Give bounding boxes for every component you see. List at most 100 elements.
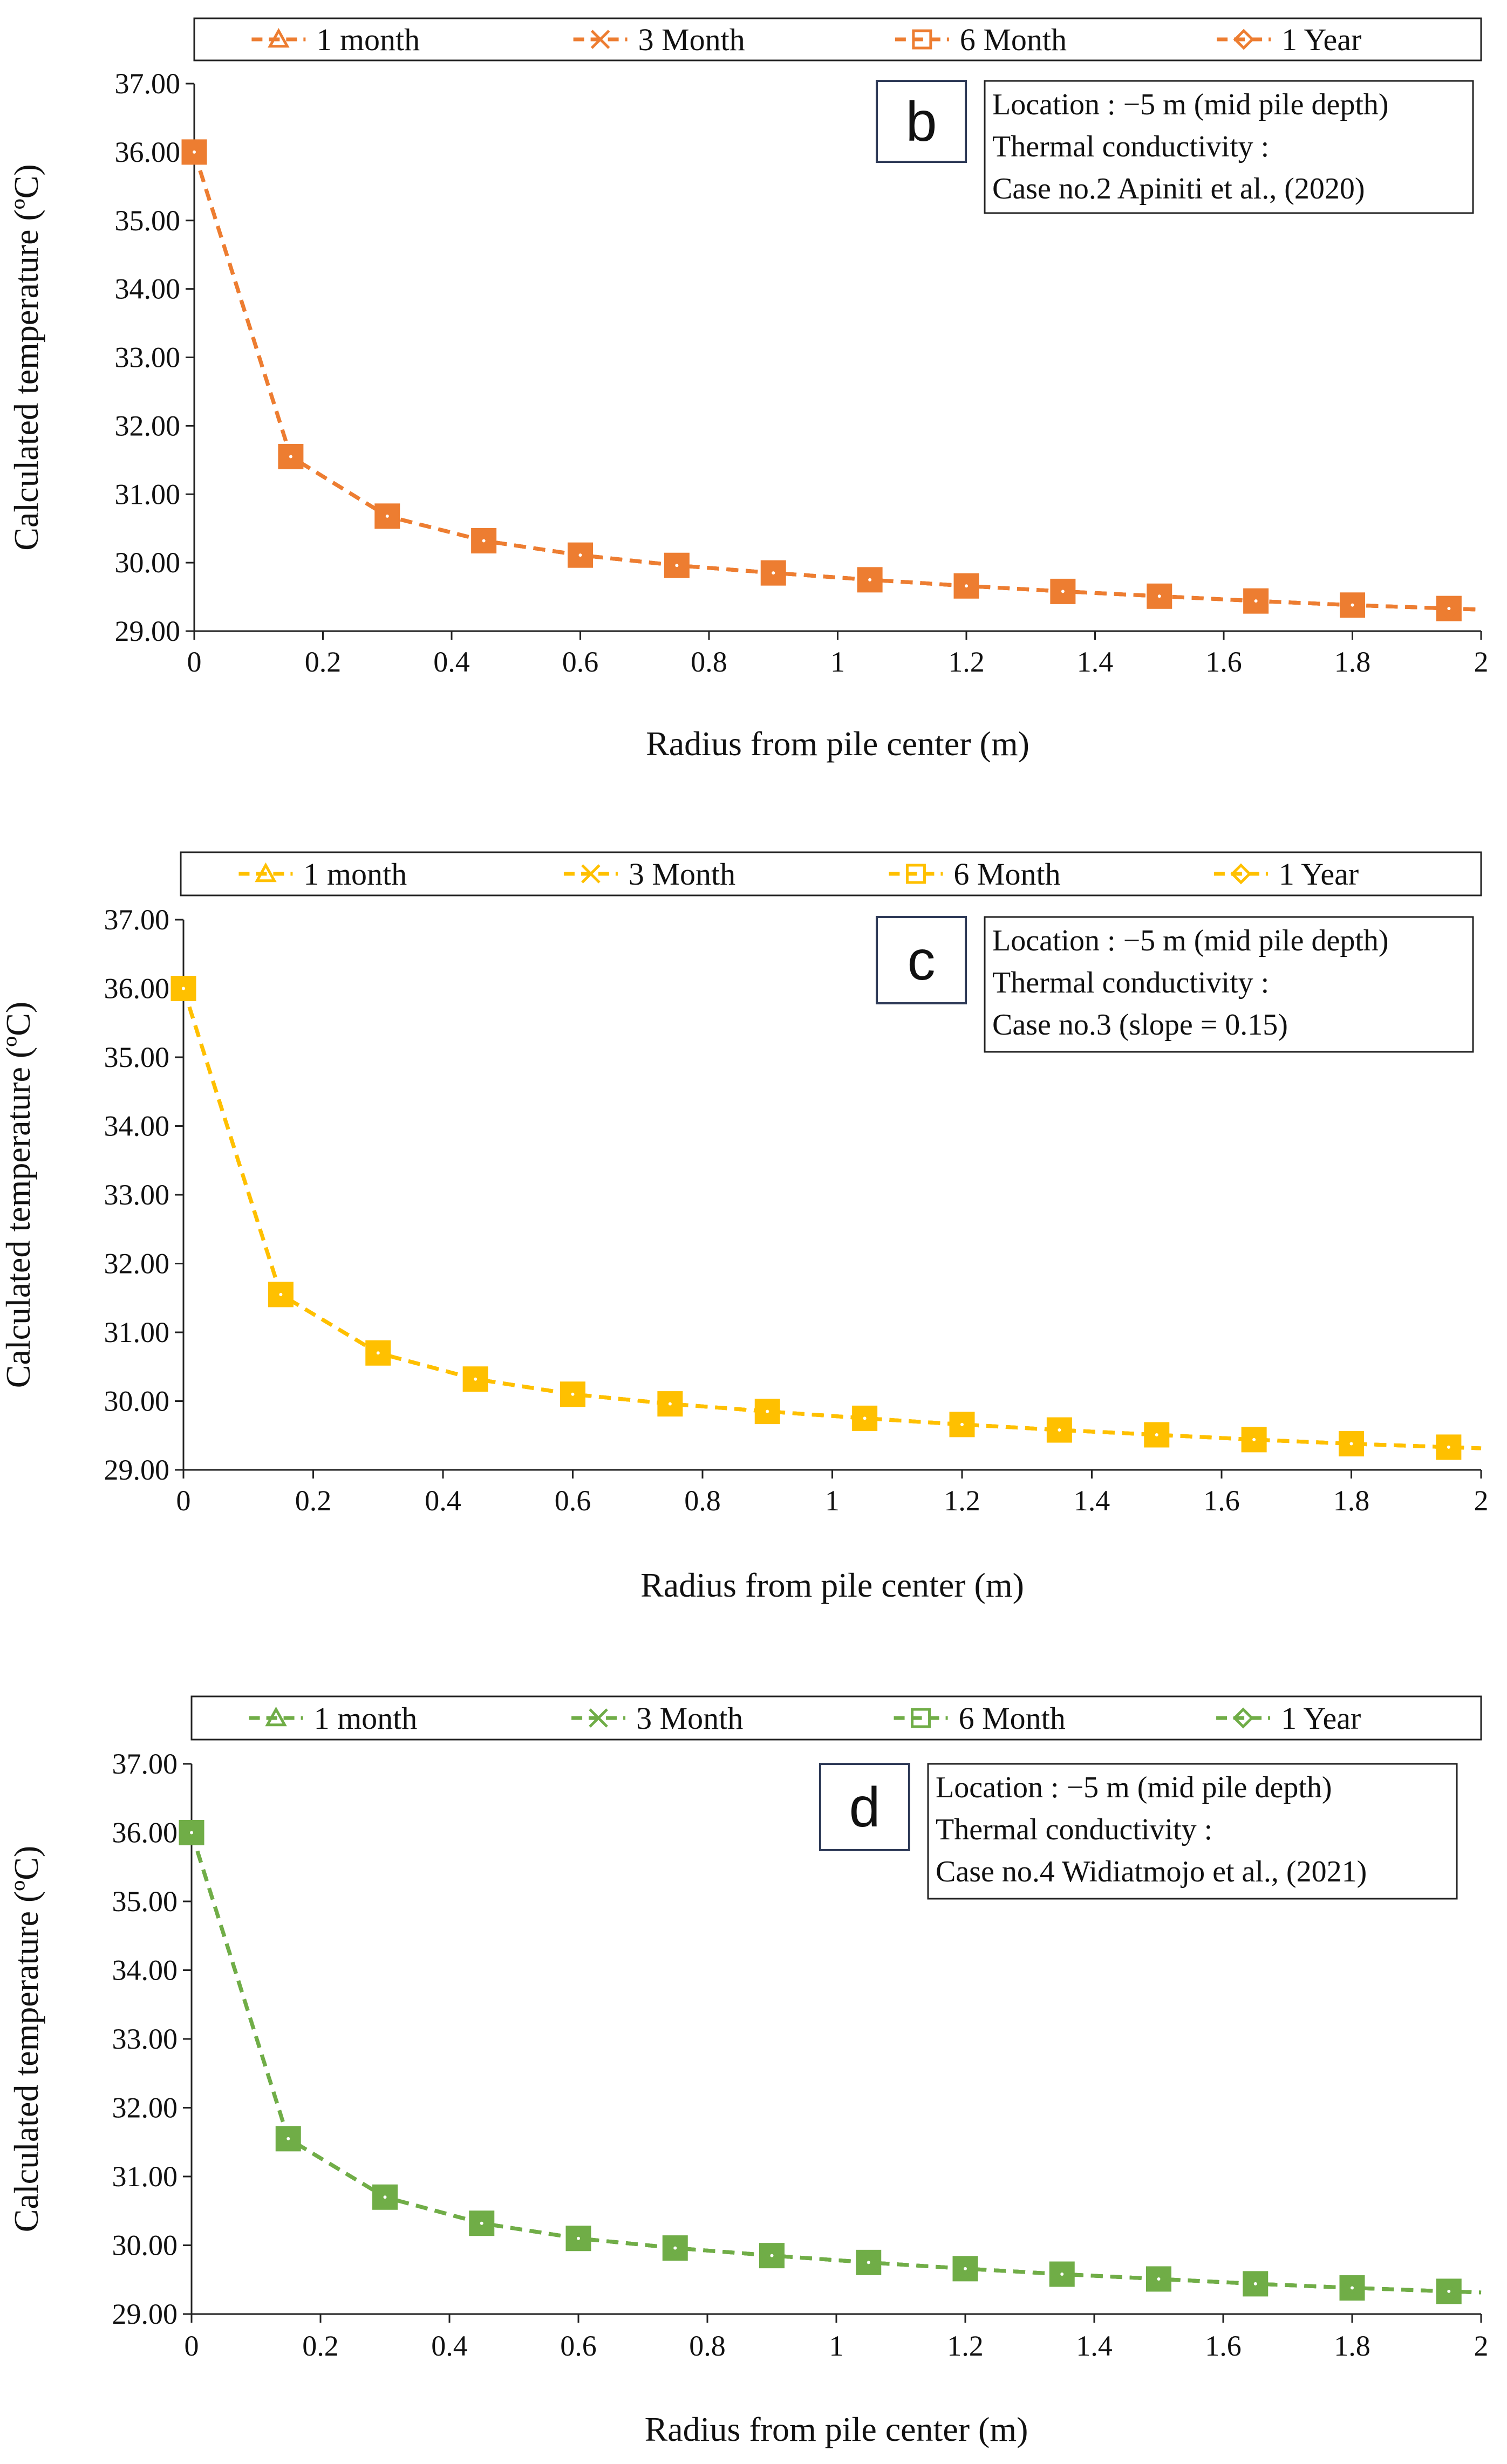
- panel-b-x-tick-label: 1.2: [948, 646, 985, 678]
- panel-c-y-tick-label: 29.00: [104, 1454, 170, 1486]
- panel-d-legend-glyph-marker: [911, 1708, 931, 1728]
- panel-b-series-line: [192, 151, 1482, 612]
- panel-d-legend-glyph-marker-stroke-b: [589, 1708, 608, 1728]
- panel-b-legend-glyph: [895, 29, 949, 50]
- panel-c-legend-glyph-marker: [905, 864, 926, 884]
- panel-b-legend-frame: [193, 17, 1482, 61]
- panel-b-point-center: [1447, 607, 1451, 611]
- panel-b-x-tick-label: 1.4: [1077, 646, 1114, 678]
- panel-c-annotation: Location : −5 m (mid pile depth) Thermal …: [984, 916, 1474, 1053]
- panel-b-y-tick-label: 37.00: [115, 67, 181, 100]
- panel-c-point-center: [668, 1402, 672, 1406]
- panel-b-x-tick-label: 1.8: [1334, 646, 1371, 678]
- panel-c-data-point: [269, 1283, 292, 1306]
- panel-b-series-line: [192, 151, 1482, 612]
- panel-c-series-line: [181, 988, 1482, 1450]
- panel-d-panel-label: d: [819, 1763, 910, 1851]
- panel-d-point-center: [1060, 2273, 1064, 2276]
- panel-b-annotation-line: Location : −5 m (mid pile depth): [992, 88, 1389, 121]
- panel-c-legend-glyph-marker-stroke-b: [581, 864, 601, 884]
- panel-c-data-point: [1047, 1418, 1071, 1442]
- panel-c-x-tick-label: 1.4: [1074, 1484, 1110, 1517]
- panel-c-y-tick-label: 32.00: [104, 1248, 170, 1280]
- panel-d-point-center: [190, 1831, 193, 1835]
- panel-c-x-tick-label: 1.2: [944, 1484, 980, 1517]
- panel-d-y-tick-label: 33.00: [112, 2023, 178, 2055]
- panel-d-y-axis-label: Calculated temperature (ºC): [7, 1846, 45, 2232]
- panel-c-data-point: [172, 976, 195, 1001]
- panel-b-legend-glyph: [251, 28, 306, 48]
- panel-b-y-tick-label: 34.00: [115, 273, 181, 305]
- panel-b-legend-label: 3 Month: [638, 22, 745, 57]
- panel-b-point-center: [1157, 594, 1161, 598]
- panel-b-chart: 1 month 3 Month 6 Month 1 Year 29.00 30.00 31.…: [7, 17, 1489, 763]
- panel-b-x-tick-label: 0: [187, 646, 202, 678]
- panel-d-y-tick-label: 36.00: [112, 1817, 178, 1849]
- panel-c-legend-label: 3 Month: [629, 857, 735, 892]
- panel-c-point-center: [863, 1416, 867, 1420]
- panel-d-point-center: [287, 2137, 290, 2140]
- panel-c-panel-label-frame: [876, 916, 967, 1004]
- panel-b-data-point: [1340, 593, 1365, 617]
- panel-d-data-point: [1147, 2267, 1171, 2291]
- panel-d-series-line: [189, 1832, 1482, 2295]
- panel-d-point-center: [770, 2254, 774, 2257]
- panel-d-data-point: [953, 2257, 977, 2281]
- panel-b-legend-glyph-marker: [268, 28, 290, 48]
- panel-c-x-tick-label: 2: [1474, 1484, 1489, 1517]
- panel-c-legend-entry: 1 Year: [1213, 857, 1359, 892]
- panel-d-legend-frame: [190, 1695, 1482, 1741]
- panel-c-y-tick-label: 30.00: [104, 1385, 170, 1418]
- panel-c-legend-glyph-marker: [1230, 863, 1252, 885]
- panel-c-x-tick-label: 1.6: [1203, 1484, 1240, 1517]
- panel-d-x-tick-label: 1.4: [1076, 2330, 1113, 2362]
- panel-b-x-tick-label: 0.8: [691, 646, 727, 678]
- panel-c-panel-label: c: [876, 916, 967, 1004]
- panel-c-legend-glyph-marker: [255, 862, 277, 882]
- panel-b-x-tick-label: 1.6: [1205, 646, 1242, 678]
- panel-b-point-center: [1254, 599, 1258, 603]
- panel-d-legend-label: 3 Month: [636, 1701, 743, 1736]
- panel-d-point-center: [1157, 2277, 1161, 2281]
- panel-b-data-point: [182, 140, 206, 164]
- panel-d-y-tick-label: 34.00: [112, 1954, 178, 1987]
- panel-d-point-center: [1447, 2289, 1451, 2293]
- panel-d-legend-entry: 1 Year: [1216, 1701, 1361, 1736]
- panel-c-point-center: [960, 1422, 964, 1426]
- panel-b-legend-glyph: [573, 30, 628, 49]
- panel-c-data-point: [755, 1400, 779, 1423]
- panel-c-legend-label: 1 Year: [1279, 857, 1359, 892]
- panel-c-legend-glyph: [1213, 863, 1268, 885]
- panel-d-x-tick-label: 0.4: [431, 2330, 468, 2362]
- panel-b-data-point: [1437, 597, 1461, 620]
- panel-b-data-point: [954, 574, 978, 598]
- panel-b-legend-glyph-marker: [590, 30, 610, 49]
- panel-c-legend-label: 1 month: [303, 857, 407, 892]
- panel-b-point-center: [289, 455, 292, 458]
- panel-b-legend-glyph-marker: [912, 29, 932, 50]
- panel-b-legend-glyph-marker: [1233, 29, 1254, 50]
- panel-c-legend-glyph: [238, 862, 293, 882]
- panel-b-x-tick-label: 1: [830, 646, 845, 678]
- panel-d-y-tick-label: 35.00: [112, 1885, 178, 1918]
- panel-b-data-point: [279, 444, 303, 469]
- panel-d-x-tick-label: 1.8: [1334, 2330, 1370, 2362]
- panel-c-x-axis-label: Radius from pile center (m): [640, 1566, 1024, 1604]
- panel-d-legend-label: 1 Year: [1281, 1701, 1361, 1736]
- panel-b-data-point: [376, 504, 399, 528]
- panel-d-x-tick-label: 1.2: [947, 2330, 984, 2362]
- panel-c-data-point: [853, 1406, 877, 1430]
- panel-b-panel-label: b: [876, 80, 967, 163]
- panel-c-legend: 1 month 3 Month 6 Month 1 Year: [180, 851, 1482, 896]
- panel-c-data-point: [463, 1367, 487, 1391]
- panel-b-data-point: [472, 529, 496, 553]
- panel-c-x-tick-label: 0.8: [684, 1484, 721, 1517]
- panel-b-legend-glyph-marker-stroke-b: [590, 30, 610, 49]
- panel-c-data-point: [366, 1341, 390, 1365]
- panel-b-y-tick-label: 29.00: [115, 615, 181, 647]
- panel-d-series-line: [189, 1832, 1482, 2295]
- panel-d-annotation-line: Case no.4 Widiatmojo et al., (2021): [936, 1855, 1367, 1888]
- panel-c-data-points: [171, 976, 1462, 1460]
- panel-b-point-center: [1351, 603, 1354, 607]
